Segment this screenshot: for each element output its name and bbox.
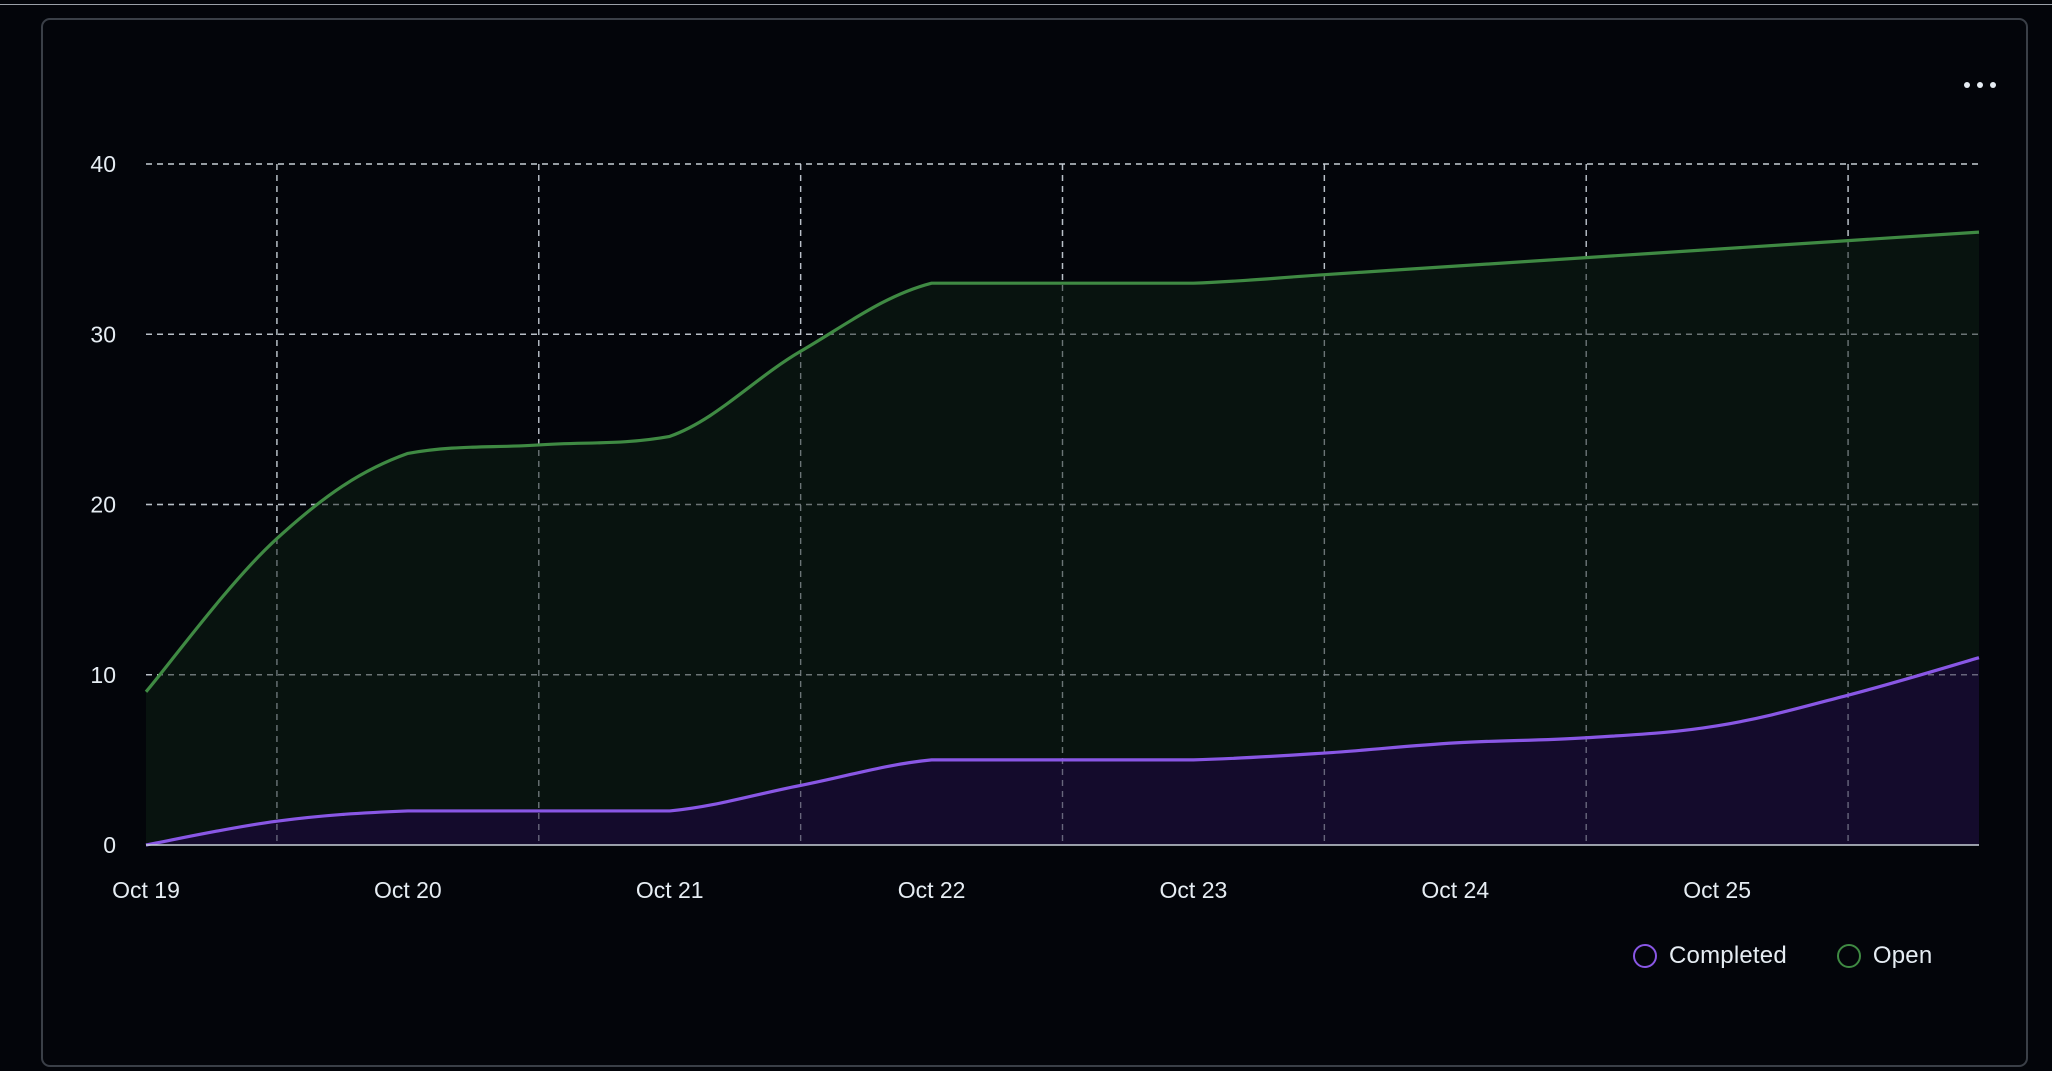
x-tick-label: Oct 21 (636, 877, 704, 903)
x-tick-label: Oct 24 (1421, 877, 1489, 903)
y-tick-label: 0 (103, 832, 116, 858)
legend-swatch-open (1836, 944, 1861, 968)
y-tick-label: 10 (90, 662, 116, 688)
y-tick-label: 30 (90, 321, 116, 347)
more-options-button[interactable] (1958, 70, 2002, 100)
grid-lines-overlay (146, 163, 1979, 845)
legend-label-completed: Completed (1669, 942, 1787, 969)
y-tick-label: 20 (90, 492, 116, 518)
kebab-horizontal-icon (1964, 82, 1996, 88)
open-area (146, 232, 1979, 846)
completed-series-line (145, 656, 1980, 847)
x-tick-label: Oct 25 (1683, 877, 1751, 903)
open-series-line (144, 230, 1980, 693)
legend-swatch-completed (1633, 944, 1657, 968)
legend-item-open[interactable]: Open (1836, 942, 1933, 970)
chart-legend: Completed Open (1633, 942, 1932, 970)
y-tick-label: 40 (90, 151, 116, 177)
x-tick-label: Oct 23 (1160, 877, 1228, 903)
x-tick-label: Oct 19 (112, 877, 180, 903)
legend-item-completed[interactable]: Completed (1633, 942, 1787, 970)
legend-label-open: Open (1872, 942, 1933, 969)
x-tick-label: Oct 20 (374, 877, 442, 903)
top-divider (0, 4, 2052, 5)
x-tick-label: Oct 22 (898, 877, 966, 903)
completed-area (146, 657, 1979, 845)
